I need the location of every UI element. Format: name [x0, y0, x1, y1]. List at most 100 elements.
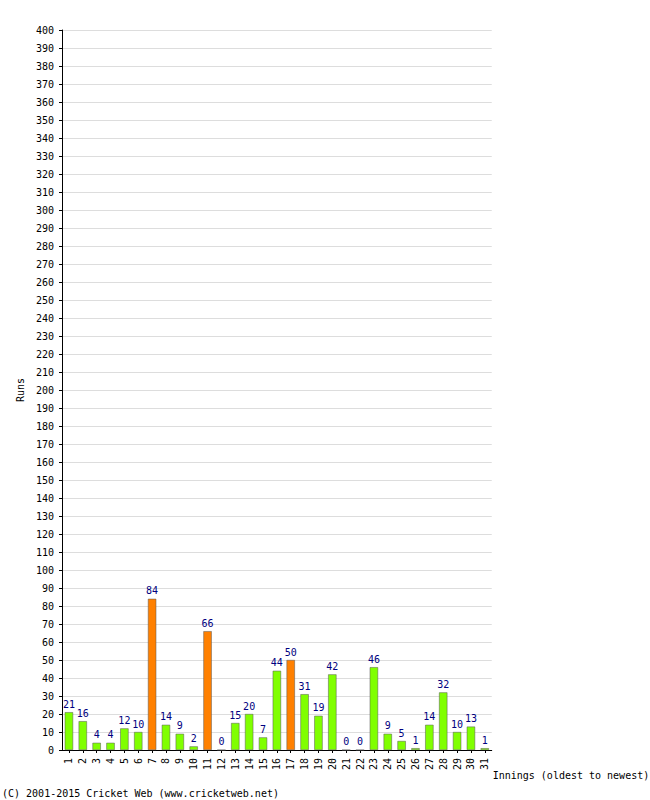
svg-text:9: 9 [177, 720, 183, 731]
svg-text:340: 340 [36, 133, 54, 144]
svg-text:30: 30 [42, 691, 54, 702]
svg-text:2: 2 [77, 758, 88, 764]
svg-text:19: 19 [313, 758, 324, 770]
svg-text:27: 27 [424, 758, 435, 770]
svg-text:12: 12 [216, 758, 227, 770]
svg-text:220: 220 [36, 349, 54, 360]
svg-text:350: 350 [36, 115, 54, 126]
svg-text:66: 66 [202, 618, 214, 629]
svg-text:13: 13 [465, 713, 477, 724]
svg-text:400: 400 [36, 25, 54, 36]
svg-text:16: 16 [271, 758, 282, 770]
svg-text:25: 25 [396, 758, 407, 770]
svg-text:50: 50 [42, 655, 54, 666]
svg-text:Runs: Runs [15, 378, 26, 402]
svg-text:190: 190 [36, 403, 54, 414]
svg-text:10: 10 [42, 727, 54, 738]
svg-text:5: 5 [399, 728, 405, 739]
svg-text:0: 0 [343, 736, 349, 747]
svg-text:20: 20 [42, 709, 54, 720]
svg-text:11: 11 [202, 758, 213, 770]
svg-text:1: 1 [482, 735, 488, 746]
svg-text:210: 210 [36, 367, 54, 378]
svg-text:21: 21 [63, 699, 75, 710]
svg-text:380: 380 [36, 61, 54, 72]
svg-text:44: 44 [271, 657, 283, 668]
svg-text:12: 12 [118, 715, 130, 726]
svg-text:7: 7 [147, 758, 158, 764]
svg-text:20: 20 [243, 701, 255, 712]
svg-text:14: 14 [244, 758, 255, 770]
svg-text:23: 23 [368, 758, 379, 770]
svg-text:(C) 2001-2015 Cricket Web (www: (C) 2001-2015 Cricket Web (www.cricketwe… [2, 788, 279, 799]
svg-text:22: 22 [355, 758, 366, 770]
svg-text:150: 150 [36, 475, 54, 486]
svg-text:10: 10 [132, 719, 144, 730]
svg-text:270: 270 [36, 259, 54, 270]
svg-text:370: 370 [36, 79, 54, 90]
svg-text:4: 4 [105, 758, 116, 764]
svg-text:200: 200 [36, 385, 54, 396]
svg-text:40: 40 [42, 673, 54, 684]
svg-text:3: 3 [91, 758, 102, 764]
svg-text:0: 0 [218, 736, 224, 747]
svg-text:4: 4 [108, 729, 114, 740]
svg-text:18: 18 [299, 758, 310, 770]
svg-text:17: 17 [285, 758, 296, 770]
svg-text:0: 0 [48, 745, 54, 756]
svg-text:160: 160 [36, 457, 54, 468]
svg-text:1: 1 [412, 735, 418, 746]
svg-text:14: 14 [160, 711, 172, 722]
svg-text:70: 70 [42, 619, 54, 630]
svg-text:1: 1 [63, 758, 74, 764]
svg-text:15: 15 [229, 710, 241, 721]
svg-text:84: 84 [146, 585, 158, 596]
svg-text:31: 31 [479, 758, 490, 770]
svg-text:14: 14 [423, 711, 435, 722]
svg-text:120: 120 [36, 529, 54, 540]
svg-text:360: 360 [36, 97, 54, 108]
svg-text:10: 10 [188, 758, 199, 770]
svg-text:60: 60 [42, 637, 54, 648]
svg-text:320: 320 [36, 169, 54, 180]
svg-text:2: 2 [191, 733, 197, 744]
svg-text:80: 80 [42, 601, 54, 612]
svg-text:19: 19 [312, 702, 324, 713]
svg-text:6: 6 [133, 758, 144, 764]
svg-text:50: 50 [285, 647, 297, 658]
svg-text:20: 20 [327, 758, 338, 770]
svg-text:250: 250 [36, 295, 54, 306]
svg-text:31: 31 [299, 681, 311, 692]
svg-text:13: 13 [230, 758, 241, 770]
svg-text:32: 32 [437, 679, 449, 690]
svg-text:390: 390 [36, 43, 54, 54]
svg-text:9: 9 [174, 758, 185, 764]
svg-text:28: 28 [438, 758, 449, 770]
svg-text:300: 300 [36, 205, 54, 216]
svg-text:5: 5 [119, 758, 130, 764]
svg-text:90: 90 [42, 583, 54, 594]
svg-text:0: 0 [357, 736, 363, 747]
svg-text:100: 100 [36, 565, 54, 576]
svg-text:230: 230 [36, 331, 54, 342]
svg-text:4: 4 [94, 729, 100, 740]
svg-text:280: 280 [36, 241, 54, 252]
svg-text:130: 130 [36, 511, 54, 522]
svg-text:310: 310 [36, 187, 54, 198]
svg-text:290: 290 [36, 223, 54, 234]
svg-text:16: 16 [77, 708, 89, 719]
svg-text:15: 15 [258, 758, 269, 770]
svg-text:260: 260 [36, 277, 54, 288]
svg-text:170: 170 [36, 439, 54, 450]
svg-text:29: 29 [452, 758, 463, 770]
svg-text:7: 7 [260, 724, 266, 735]
svg-text:330: 330 [36, 151, 54, 162]
svg-text:46: 46 [368, 654, 380, 665]
svg-text:26: 26 [410, 758, 421, 770]
svg-text:140: 140 [36, 493, 54, 504]
svg-text:42: 42 [326, 661, 338, 672]
svg-text:Innings (oldest to newest): Innings (oldest to newest) [493, 770, 650, 781]
svg-text:180: 180 [36, 421, 54, 432]
svg-text:10: 10 [451, 719, 463, 730]
svg-text:8: 8 [160, 758, 171, 764]
